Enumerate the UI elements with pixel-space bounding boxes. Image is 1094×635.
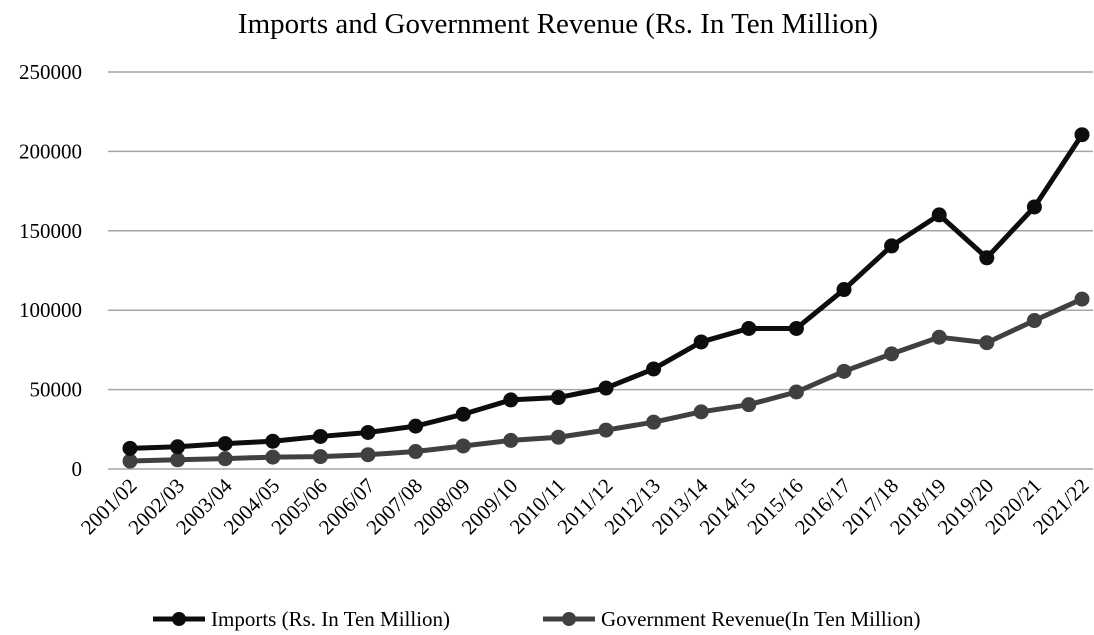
data-point-imports xyxy=(598,380,614,396)
series-line-imports xyxy=(129,133,1085,451)
data-point-government-revenue xyxy=(741,397,757,413)
data-point-imports xyxy=(931,207,947,223)
data-point-imports xyxy=(217,436,233,452)
data-point-government-revenue xyxy=(217,451,233,467)
data-point-government-revenue xyxy=(836,363,852,379)
data-point-imports xyxy=(455,406,471,422)
data-point-imports xyxy=(979,250,995,266)
data-point-imports xyxy=(122,440,138,456)
data-point-imports xyxy=(741,320,757,336)
data-point-imports xyxy=(360,424,376,440)
data-point-imports xyxy=(884,238,900,254)
data-point-government-revenue xyxy=(550,429,566,445)
data-point-government-revenue xyxy=(122,453,138,469)
y-tick-label: 150000 xyxy=(19,219,82,243)
legend-revenue-marker xyxy=(562,612,576,626)
data-point-government-revenue xyxy=(360,447,376,463)
data-point-imports xyxy=(1026,199,1042,215)
data-point-government-revenue xyxy=(312,449,328,465)
data-point-government-revenue xyxy=(455,438,471,454)
y-tick-label: 100000 xyxy=(19,298,82,322)
data-point-imports xyxy=(408,418,424,434)
legend-revenue-label: Government Revenue(In Ten Million) xyxy=(601,607,920,631)
y-tick-label: 200000 xyxy=(19,139,82,163)
y-tick-label: 50000 xyxy=(30,378,83,402)
data-point-government-revenue xyxy=(693,404,709,420)
data-point-imports xyxy=(788,320,804,336)
gridlines xyxy=(108,71,1093,470)
x-axis-ticks: 2001/022002/032003/042004/052005/062006/… xyxy=(76,473,1094,539)
data-point-imports xyxy=(503,392,519,408)
data-point-government-revenue xyxy=(408,444,424,460)
data-point-government-revenue xyxy=(788,384,804,400)
data-point-imports xyxy=(550,390,566,406)
data-point-imports xyxy=(312,428,328,444)
data-point-imports xyxy=(265,433,281,449)
data-point-government-revenue xyxy=(1026,313,1042,329)
data-point-imports xyxy=(646,361,662,377)
data-point-government-revenue xyxy=(884,346,900,362)
series-lines xyxy=(122,127,1090,469)
data-point-government-revenue xyxy=(646,414,662,430)
data-point-imports xyxy=(1074,127,1090,143)
data-point-government-revenue xyxy=(503,432,519,448)
legend: Imports (Rs. In Ten Million) Government … xyxy=(153,607,920,631)
data-point-government-revenue xyxy=(598,422,614,438)
legend-item-imports: Imports (Rs. In Ten Million) xyxy=(153,607,450,631)
data-point-government-revenue xyxy=(931,329,947,345)
data-point-government-revenue xyxy=(265,449,281,465)
data-point-government-revenue xyxy=(979,335,995,351)
data-point-imports xyxy=(170,439,186,455)
legend-item-government-revenue: Government Revenue(In Ten Million) xyxy=(543,607,920,631)
legend-imports-marker xyxy=(172,612,186,626)
data-point-imports xyxy=(693,334,709,350)
chart-title: Imports and Government Revenue (Rs. In T… xyxy=(238,8,878,40)
y-tick-label: 0 xyxy=(72,457,83,481)
y-tick-label: 250000 xyxy=(19,60,82,84)
data-point-government-revenue xyxy=(1074,291,1090,307)
data-point-imports xyxy=(836,282,852,298)
data-point-government-revenue xyxy=(170,452,186,468)
y-axis-ticks: 0 50000 100000 150000 200000 250000 xyxy=(19,60,82,481)
legend-imports-label: Imports (Rs. In Ten Million) xyxy=(211,607,450,631)
